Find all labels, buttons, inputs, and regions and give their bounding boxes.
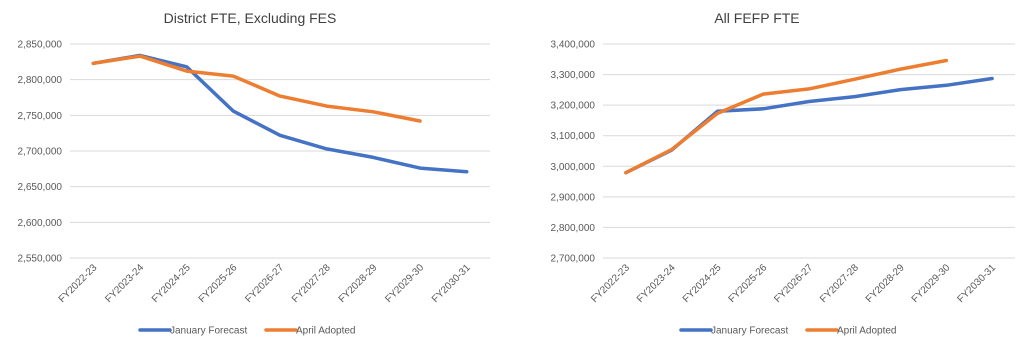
chart-1: District FTE, Excluding FES 2,550,000 2,60… bbox=[18, 10, 490, 337]
y-tick-label: 2,700,000 bbox=[18, 147, 63, 158]
x-tick-label: FY2022-23 bbox=[589, 262, 632, 305]
y-tick-label: 3,300,000 bbox=[551, 70, 596, 81]
x-tick-label: FY2030-31 bbox=[955, 262, 998, 305]
x-tick-label: FY2030-31 bbox=[430, 262, 473, 305]
x-tick-label: FY2029-30 bbox=[910, 262, 953, 305]
x-tick-label: FY2026-27 bbox=[243, 262, 286, 305]
y-tick-label: 2,850,000 bbox=[18, 40, 63, 51]
series-line-april-adopted bbox=[91, 54, 422, 123]
y-tick-label: 2,600,000 bbox=[18, 218, 63, 229]
x-tick-label: FY2028-29 bbox=[864, 262, 907, 305]
chart-title: All FEFP FTE bbox=[714, 10, 799, 26]
legend-label: January Forecast bbox=[170, 326, 247, 337]
x-tick-label: FY2026-27 bbox=[772, 262, 815, 305]
x-tick-label: FY2024-25 bbox=[150, 262, 193, 305]
series-line-january-forecast bbox=[624, 76, 994, 175]
y-tick-label: 3,100,000 bbox=[551, 131, 596, 142]
y-tick-label: 2,750,000 bbox=[18, 111, 63, 122]
x-tick-label: FY2023-24 bbox=[103, 262, 146, 305]
y-tick-label: 2,550,000 bbox=[18, 254, 63, 265]
x-tick-label: FY2025-26 bbox=[197, 262, 240, 305]
y-tick-label: 3,000,000 bbox=[551, 162, 596, 173]
legend-label: April Adopted bbox=[837, 326, 897, 337]
x-tick-label: FY2025-26 bbox=[727, 262, 770, 305]
legend-label: April Adopted bbox=[296, 326, 356, 337]
x-tick-label: FY2027-28 bbox=[818, 262, 861, 305]
x-tick-label: FY2028-29 bbox=[337, 262, 380, 305]
series-line-january-forecast bbox=[91, 53, 469, 174]
x-tick-label: FY2024-25 bbox=[681, 262, 724, 305]
y-tick-label: 2,900,000 bbox=[551, 192, 596, 203]
x-tick-label: FY2029-30 bbox=[383, 262, 426, 305]
y-tick-label: 3,200,000 bbox=[551, 101, 596, 112]
series-line-april-adopted bbox=[624, 58, 949, 175]
x-tick-label: FY2027-28 bbox=[290, 262, 333, 305]
x-tick-label: FY2023-24 bbox=[635, 262, 678, 305]
y-tick-label: 3,400,000 bbox=[551, 40, 596, 51]
chart-title: District FTE, Excluding FES bbox=[164, 10, 337, 26]
y-tick-label: 2,650,000 bbox=[18, 182, 63, 193]
y-tick-label: 2,800,000 bbox=[551, 223, 596, 234]
chart-2: All FEFP FTE 2,700,000 2,800,000 2,900,000 3… bbox=[551, 10, 1015, 337]
legend-label: January Forecast bbox=[711, 326, 788, 337]
y-tick-label: 2,800,000 bbox=[18, 75, 63, 86]
y-tick-label: 2,700,000 bbox=[551, 254, 596, 265]
x-tick-label: FY2022-23 bbox=[57, 262, 100, 305]
